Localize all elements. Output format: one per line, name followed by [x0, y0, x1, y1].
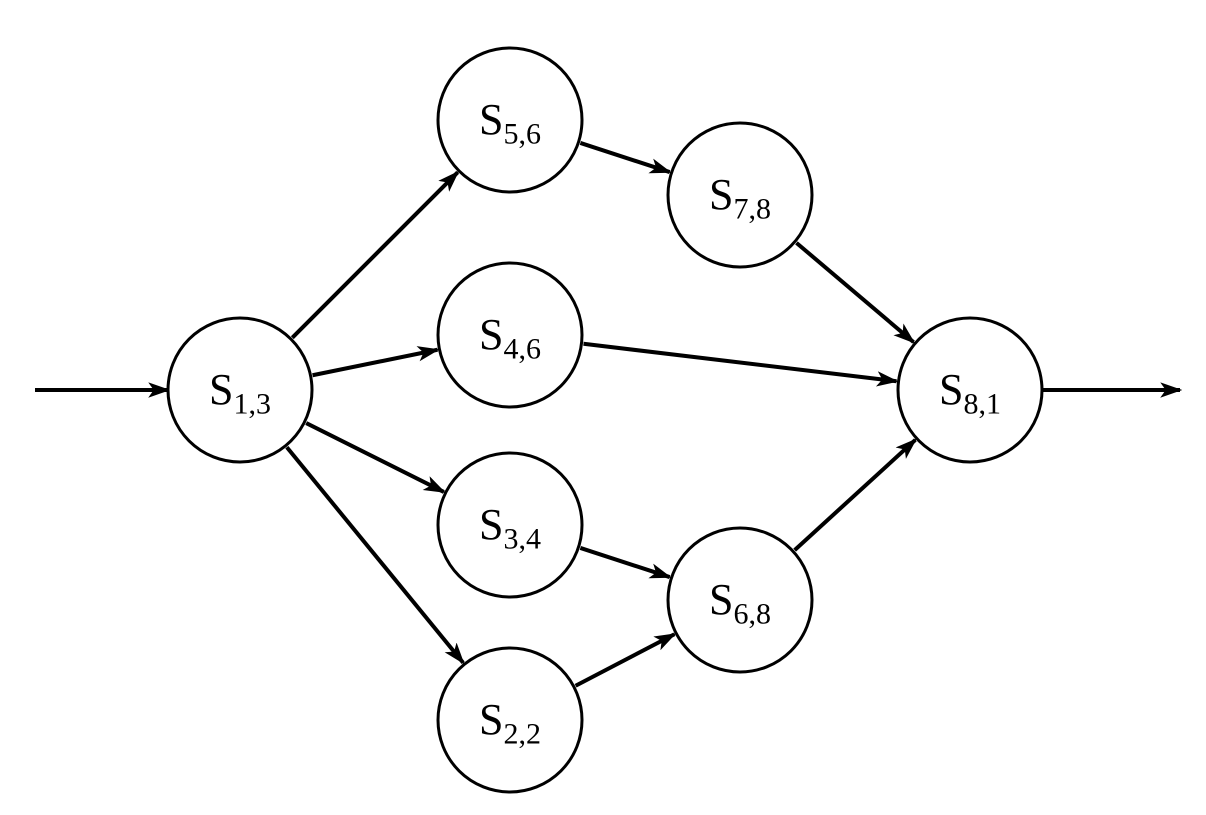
node-label-sub: 4,6	[503, 332, 541, 365]
node-s81: S8,1	[898, 318, 1042, 462]
node-label-sub: 2,2	[503, 717, 541, 750]
node-label-main: S	[709, 575, 733, 624]
node-s13: S1,3	[168, 318, 312, 462]
edge	[795, 440, 916, 550]
node-label-main: S	[209, 365, 233, 414]
edge	[583, 344, 896, 381]
edge	[580, 143, 669, 172]
node-label-sub: 1,3	[233, 387, 271, 420]
edge	[292, 172, 457, 337]
node-s46: S4,6	[438, 263, 582, 407]
nodes-group: S1,3S5,6S4,6S3,4S2,2S7,8S6,8S8,1	[168, 48, 1042, 792]
node-s22: S2,2	[438, 648, 582, 792]
node-s68: S6,8	[668, 528, 812, 672]
node-label-sub: 8,1	[963, 387, 1001, 420]
node-label-main: S	[479, 95, 503, 144]
edge	[287, 447, 463, 662]
node-label-sub: 5,6	[503, 117, 541, 150]
node-label-main: S	[479, 500, 503, 549]
node-label-main: S	[709, 170, 733, 219]
node-label-main: S	[479, 310, 503, 359]
node-label-sub: 3,4	[503, 522, 541, 555]
node-s78: S7,8	[668, 123, 812, 267]
edge	[796, 243, 913, 342]
edge	[306, 423, 444, 492]
node-s56: S5,6	[438, 48, 582, 192]
node-s34: S3,4	[438, 453, 582, 597]
node-label-sub: 6,8	[733, 597, 771, 630]
node-label-main: S	[479, 695, 503, 744]
edge	[313, 350, 438, 375]
edge	[580, 548, 669, 577]
node-label-sub: 7,8	[733, 192, 771, 225]
edge	[576, 634, 675, 686]
node-label-main: S	[939, 365, 963, 414]
network-diagram: S1,3S5,6S4,6S3,4S2,2S7,8S6,8S8,1	[0, 0, 1206, 815]
